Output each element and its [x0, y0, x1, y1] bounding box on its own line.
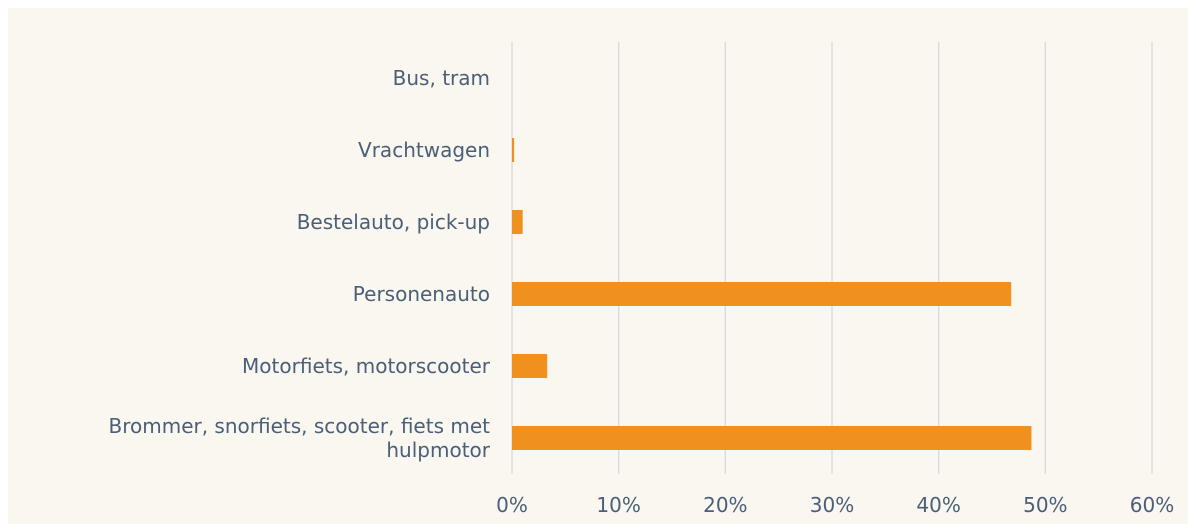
bar	[512, 426, 1032, 450]
x-tick-label: 60%	[1129, 493, 1175, 517]
x-tick-label: 10%	[596, 493, 641, 517]
y-tick-label: Brommer, snorfiets, scooter, fiets met h…	[108, 414, 490, 462]
y-tick-label: Vrachtwagen	[358, 138, 490, 162]
x-tick-label: 20%	[703, 493, 748, 517]
x-tick-label: 30%	[809, 493, 855, 517]
bar	[512, 210, 523, 234]
bar	[512, 138, 515, 162]
bar	[512, 282, 1012, 306]
x-tick-label: 0%	[496, 493, 528, 517]
y-tick-label: Bus, tram	[392, 66, 490, 90]
y-tick-label: Bestelauto, pick-up	[296, 210, 490, 234]
x-tick-label: 40%	[916, 493, 961, 517]
bar	[512, 354, 548, 378]
x-tick-label: 50%	[1023, 493, 1068, 517]
y-tick-label: Personenauto	[352, 282, 490, 306]
y-tick-label: Motorfiets, motorscooter	[242, 354, 490, 378]
